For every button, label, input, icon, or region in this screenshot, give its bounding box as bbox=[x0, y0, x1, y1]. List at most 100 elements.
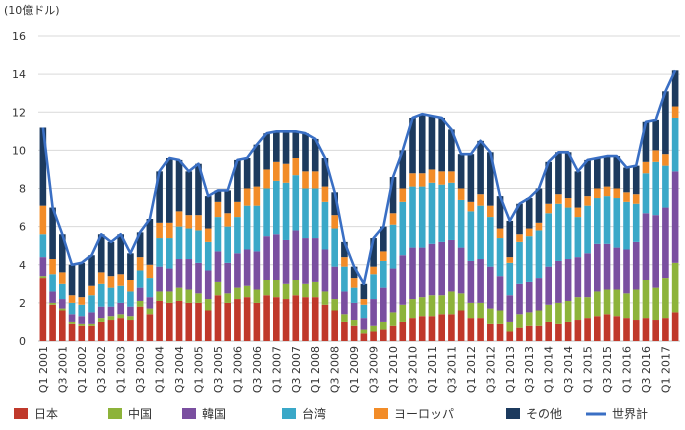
bar-segment bbox=[136, 270, 144, 288]
bar-segment bbox=[350, 266, 358, 279]
bar-segment bbox=[448, 129, 455, 172]
bar-segment bbox=[49, 207, 56, 260]
bar-segment bbox=[438, 241, 445, 296]
bar-segment bbox=[448, 182, 455, 240]
bar-segment bbox=[282, 131, 290, 164]
bar-segment bbox=[117, 314, 124, 319]
bar-segment bbox=[428, 243, 436, 296]
bar-segment bbox=[214, 281, 222, 296]
bar-segment bbox=[564, 259, 572, 301]
x-tick-label: Q1 2006 bbox=[231, 346, 244, 393]
bar-segment bbox=[574, 297, 582, 321]
x-tick-label: Q3 2005 bbox=[212, 346, 225, 393]
bar-segment bbox=[214, 251, 222, 282]
bar-segment bbox=[214, 190, 222, 202]
bar-segment bbox=[545, 161, 552, 204]
bar-segment bbox=[185, 215, 193, 229]
bar-segment bbox=[506, 295, 514, 322]
bar-segment bbox=[88, 255, 95, 286]
bar-segment bbox=[506, 262, 514, 296]
bar-segment bbox=[331, 192, 338, 216]
y-tick-label: 10 bbox=[12, 144, 26, 157]
bar-segment bbox=[341, 314, 348, 322]
bar-segment bbox=[652, 215, 659, 288]
bar-segment bbox=[457, 154, 465, 189]
bar-segment bbox=[195, 262, 202, 294]
bar-segment bbox=[311, 188, 319, 239]
bar-segment bbox=[107, 320, 115, 341]
bar-segment bbox=[662, 154, 669, 166]
bar-segment bbox=[409, 117, 416, 174]
x-tick-label: Q3 2009 bbox=[368, 346, 381, 393]
bar-segment bbox=[671, 262, 679, 313]
bar-segment bbox=[185, 228, 193, 260]
bar-segment bbox=[146, 297, 154, 309]
bar-segment bbox=[97, 318, 105, 322]
bars bbox=[39, 70, 679, 341]
bar-segment bbox=[311, 281, 319, 298]
bar-segment bbox=[496, 196, 504, 229]
bar-segment bbox=[156, 222, 163, 239]
bar-segment bbox=[331, 228, 338, 267]
y-tick-label: 14 bbox=[12, 68, 26, 81]
bar-segment bbox=[234, 217, 241, 254]
x-tick-label: Q3 2013 bbox=[523, 346, 536, 393]
bar-segment bbox=[78, 323, 86, 326]
bar-segment bbox=[166, 268, 173, 292]
bar-segment bbox=[59, 234, 66, 273]
bar-segment bbox=[652, 320, 659, 341]
bar-segment bbox=[350, 278, 358, 288]
bar-segment bbox=[341, 291, 348, 315]
bar-segment bbox=[234, 253, 241, 288]
legend-label: 日本 bbox=[34, 407, 58, 421]
bar-segment bbox=[253, 186, 261, 206]
bar-segment bbox=[234, 201, 241, 218]
bar-segment bbox=[652, 150, 659, 162]
bar-segment bbox=[263, 236, 270, 280]
bar-segment bbox=[428, 295, 436, 317]
bar-segment bbox=[273, 297, 280, 341]
bar-segment bbox=[389, 177, 397, 214]
x-tick-label: Q3 2002 bbox=[95, 346, 108, 393]
bar-segment bbox=[107, 316, 115, 321]
bar-segment bbox=[389, 213, 397, 225]
bar-segment bbox=[39, 205, 47, 235]
bar-segment bbox=[204, 228, 212, 242]
bar-segment bbox=[438, 171, 445, 185]
bar-segment bbox=[195, 163, 202, 216]
bar-segment bbox=[603, 156, 611, 187]
bar-segment bbox=[331, 266, 338, 300]
bar-segment bbox=[632, 320, 640, 341]
bar-segment bbox=[564, 152, 572, 199]
bar-segment bbox=[136, 300, 144, 307]
bar-segment bbox=[418, 173, 426, 187]
bar-segment bbox=[282, 239, 290, 284]
bar-segment bbox=[448, 314, 455, 341]
x-tick-label: Q1 2013 bbox=[504, 346, 517, 393]
bar-segment bbox=[594, 188, 601, 199]
bar-segment bbox=[632, 289, 640, 321]
bar-segment bbox=[360, 283, 368, 300]
bar-segment bbox=[506, 257, 514, 263]
bar-segment bbox=[516, 234, 523, 242]
bar-segment bbox=[321, 158, 329, 187]
x-tick-label: Q3 2016 bbox=[640, 346, 653, 393]
bar-segment bbox=[68, 321, 76, 324]
bar-segment bbox=[516, 327, 523, 341]
bar-segment bbox=[380, 321, 387, 330]
bar-segment bbox=[243, 188, 251, 206]
bar-segment bbox=[360, 333, 368, 341]
bar-segment bbox=[662, 207, 669, 279]
bar-segment bbox=[409, 173, 416, 187]
bar-segment bbox=[39, 276, 47, 279]
bar-segment bbox=[273, 180, 280, 235]
bar-segment bbox=[88, 295, 95, 313]
bar-segment bbox=[623, 192, 630, 202]
bar-segment bbox=[370, 325, 377, 332]
bar-segment bbox=[59, 299, 66, 309]
bar-segment bbox=[331, 299, 338, 311]
y-tick-label: 4 bbox=[19, 259, 26, 272]
bar-segment bbox=[292, 280, 300, 296]
bar-segment bbox=[243, 297, 251, 341]
